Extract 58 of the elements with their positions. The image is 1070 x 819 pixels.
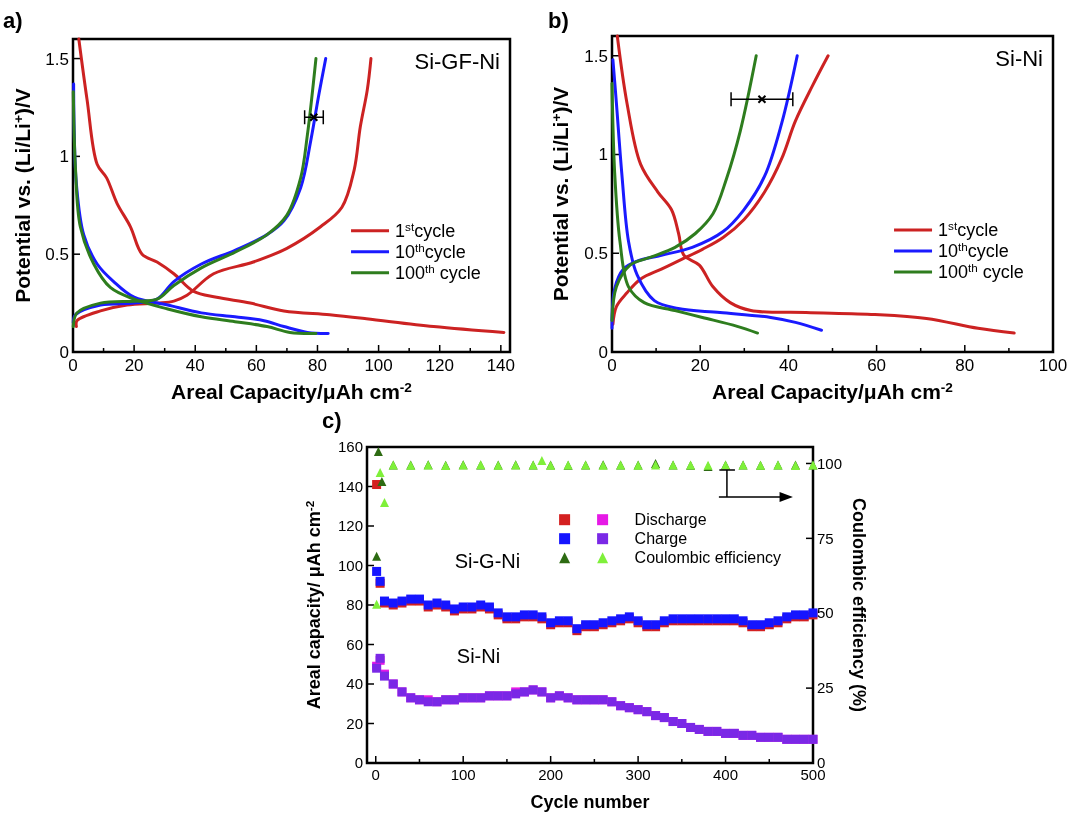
y-tick-label: 80 (346, 596, 363, 614)
y-tick-label: 1.5 (45, 49, 69, 69)
x-axis-title: Cycle number (530, 792, 650, 812)
legend-label: 1$^{st}$cycle (938, 218, 999, 241)
x-tick-label: 100 (1038, 356, 1068, 375)
x-axis-title: Areal Capacity/μAh cm$^{-2}$ (171, 379, 413, 403)
legend-label: 10$^{th}$cycle (938, 239, 1009, 262)
legend-label: 100$^{th}$ cycle (938, 260, 1024, 283)
y-tick-label: 1.5 (584, 46, 608, 66)
x-tick-label: 20 (690, 356, 710, 375)
annotation: Si-G-Ni (454, 549, 521, 572)
x-tick-label: 100 (450, 766, 476, 783)
y-tick-label: 120 (337, 517, 363, 535)
y-tick-label: 0.5 (45, 245, 69, 265)
x-tick-label: 80 (955, 356, 975, 375)
x-tick-label: 140 (486, 356, 516, 375)
y2-tick-label: 75 (817, 529, 834, 547)
legend-label: 100$^{th}$ cycle (395, 261, 481, 284)
x-tick-label: 100 (364, 356, 393, 375)
annotation: Si-Ni (995, 46, 1043, 71)
x-tick-label: 60 (246, 356, 266, 375)
chart-title: b) (548, 8, 569, 33)
y-tick-label: 20 (346, 714, 363, 732)
y-tick-label: 0 (354, 754, 363, 772)
legend-label: Discharge (634, 511, 707, 529)
y-tick-label: 1 (59, 147, 69, 167)
x-tick-label: 120 (425, 356, 454, 375)
x-tick-label: 0 (371, 766, 380, 783)
x-tick-label: 300 (625, 766, 651, 783)
y2-tick-label: 100 (817, 454, 843, 472)
chart-title: c) (322, 408, 342, 433)
y2-axis-title: Coulombic efficiency (%) (849, 497, 869, 713)
legend-label: 1$^{st}$cycle (395, 219, 456, 242)
x-tick-label: 200 (538, 766, 564, 783)
y-tick-label: 60 (346, 635, 363, 653)
legend-label: 10$^{th}$cycle (395, 240, 466, 263)
y-tick-label: 140 (337, 477, 363, 495)
x-tick-label: 400 (713, 766, 739, 783)
chart-title: a) (3, 8, 23, 33)
y-tick-label: 1 (598, 145, 608, 165)
x-tick-label: 40 (778, 356, 798, 375)
y-tick-label: 40 (346, 675, 363, 693)
annotation: Si-Ni (456, 644, 501, 667)
y-tick-label: 0 (59, 342, 69, 362)
y-tick-label: 0 (598, 342, 608, 362)
annotation: Si-GF-Ni (414, 49, 500, 74)
x-tick-label: 60 (867, 356, 887, 375)
legend-label: Charge (634, 530, 688, 548)
x-tick-label: 40 (185, 356, 205, 375)
y-tick-label: 100 (337, 556, 363, 574)
y2-tick-label: 50 (817, 604, 834, 622)
x-tick-label: 80 (308, 356, 327, 375)
x-tick-label: 20 (124, 356, 144, 375)
y-tick-label: 160 (337, 438, 363, 456)
x-axis-title: Areal Capacity/μAh cm$^{-2}$ (712, 379, 954, 403)
y-tick-label: 0.5 (584, 244, 608, 264)
y2-tick-label: 25 (817, 679, 834, 697)
legend-label: Coulombic efficiency (634, 549, 782, 567)
